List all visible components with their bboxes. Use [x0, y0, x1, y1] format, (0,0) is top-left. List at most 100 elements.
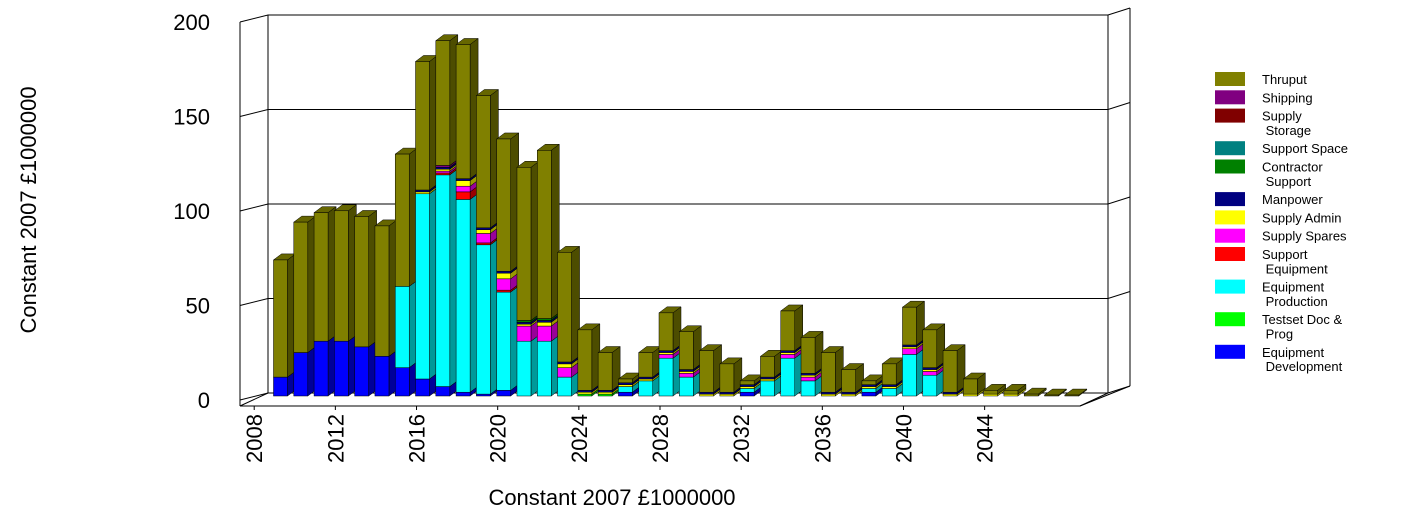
bar-segment — [760, 356, 775, 378]
bar-segment — [841, 391, 856, 395]
bar-segment — [760, 376, 775, 380]
legend-label: Support Space — [1262, 141, 1348, 156]
bar-segment — [577, 391, 593, 395]
bar-segment — [780, 352, 795, 355]
bar-segment — [455, 178, 471, 181]
bar-segment — [658, 312, 674, 351]
bar-segment — [374, 356, 390, 397]
x-tick-label: 2024 — [567, 414, 592, 463]
bar-segment — [455, 180, 471, 187]
bar-segment — [658, 354, 674, 359]
bar-segment — [537, 322, 552, 327]
bar-segment — [455, 199, 471, 393]
x-tick-label: 2028 — [648, 414, 673, 463]
bar-segment — [983, 393, 998, 397]
bar-segment — [537, 325, 552, 342]
bar-segment — [516, 323, 532, 327]
bar-segment — [597, 352, 613, 391]
bar-segment — [861, 380, 877, 385]
bar-segment — [577, 329, 593, 391]
bar-segment — [800, 374, 816, 378]
bar-segment — [374, 225, 390, 357]
bar-segment — [658, 357, 674, 397]
grid-line — [239, 102, 1131, 117]
bar-segment — [902, 344, 917, 348]
x-tick-label: 2040 — [891, 414, 916, 463]
axis-frame — [239, 392, 269, 407]
bar-segment — [963, 393, 978, 397]
bar-segment — [821, 391, 836, 395]
bar-segment — [739, 391, 755, 397]
bar-segment — [435, 40, 451, 166]
y-tick-label: 0 — [198, 388, 210, 413]
bar-segment — [800, 380, 816, 397]
bar-segment — [557, 363, 572, 368]
bar-segment — [455, 185, 471, 193]
bar-segment — [922, 367, 938, 370]
bar-segment — [354, 346, 369, 397]
bar-segment — [476, 233, 491, 244]
bar-segment — [902, 354, 917, 397]
legend-label: Supply Storage — [1262, 109, 1311, 138]
bar-segment — [719, 391, 735, 395]
y-tick-label: 100 — [173, 199, 210, 224]
bar-segment — [780, 350, 795, 353]
bar-segment — [557, 376, 572, 397]
bar-segment — [679, 369, 694, 372]
bar-segment — [739, 380, 755, 385]
legend-label: Manpower — [1262, 192, 1323, 207]
bar-segment — [881, 386, 897, 389]
bar-segment — [861, 391, 877, 397]
bar-segment — [760, 378, 775, 382]
bar-segment — [679, 371, 694, 374]
legend-swatch — [1215, 344, 1245, 359]
bar-segment — [496, 278, 511, 291]
legend-swatch — [1215, 90, 1245, 105]
bar-segment — [394, 367, 410, 397]
bar-segment — [476, 244, 491, 395]
bar-segment — [638, 380, 653, 397]
bar-segment — [496, 390, 511, 397]
bar-segment — [821, 393, 836, 397]
bar-segment — [881, 363, 897, 385]
bar-segment — [334, 210, 349, 342]
bar-segment — [739, 388, 755, 393]
legend-swatch — [1215, 210, 1245, 225]
bar-segment — [942, 350, 958, 393]
bar-segment — [537, 318, 552, 321]
bar-segment — [496, 138, 511, 272]
bar-segment — [780, 310, 795, 351]
bar-segment — [435, 168, 451, 172]
bar-segment — [902, 348, 917, 355]
bar-segment — [334, 340, 349, 397]
bar-segment — [719, 363, 735, 393]
legend-label: Thruput — [1262, 72, 1307, 87]
bar-segment — [760, 380, 775, 397]
bar-segment — [699, 350, 714, 393]
bar-segment — [922, 329, 938, 368]
bar-segment — [415, 191, 430, 195]
bar-segment — [699, 393, 714, 397]
legend-label: Equipment Development — [1262, 345, 1343, 374]
bar-segment — [476, 227, 491, 230]
x-tick-label: 2020 — [486, 414, 511, 463]
bar-segment — [435, 170, 451, 174]
grid-line — [239, 196, 1131, 212]
bar-segment — [942, 393, 958, 397]
bar-segment — [780, 354, 795, 359]
bar-segment — [800, 337, 816, 374]
bar-segment — [476, 242, 491, 246]
bar-segment — [597, 393, 613, 397]
bar-segment — [313, 212, 329, 342]
bar-segment — [496, 271, 511, 274]
axis-frame — [1079, 385, 1131, 407]
legend-label: Equipment Production — [1262, 280, 1328, 309]
legend-label: Support Equipment — [1262, 247, 1328, 276]
bar-segment — [516, 320, 532, 323]
legend-label: Testset Doc & Prog — [1262, 312, 1343, 341]
bar-segment — [597, 391, 613, 395]
bar-segment — [577, 393, 593, 397]
bar-segment — [861, 384, 877, 387]
bar-segment — [922, 374, 938, 397]
